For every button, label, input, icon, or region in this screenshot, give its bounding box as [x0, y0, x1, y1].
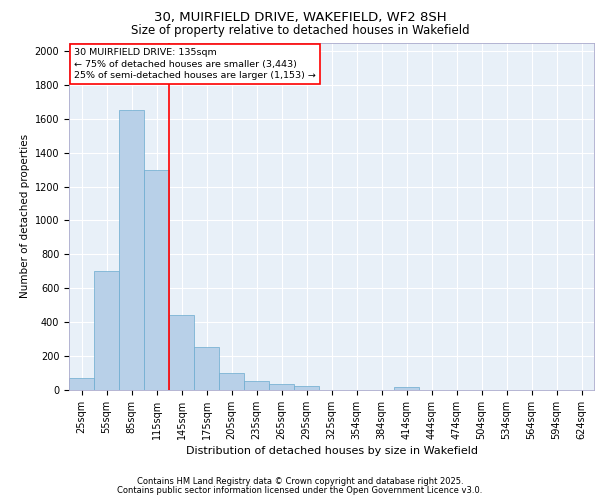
Text: 30, MUIRFIELD DRIVE, WAKEFIELD, WF2 8SH: 30, MUIRFIELD DRIVE, WAKEFIELD, WF2 8SH	[154, 11, 446, 24]
Bar	[94, 272, 119, 390]
Y-axis label: Number of detached properties: Number of detached properties	[20, 134, 31, 298]
Bar	[294, 386, 319, 390]
Text: Contains HM Land Registry data © Crown copyright and database right 2025.: Contains HM Land Registry data © Crown c…	[137, 477, 463, 486]
Bar	[169, 314, 194, 390]
Bar	[69, 378, 94, 390]
Text: 30 MUIRFIELD DRIVE: 135sqm
← 75% of detached houses are smaller (3,443)
25% of s: 30 MUIRFIELD DRIVE: 135sqm ← 75% of deta…	[74, 48, 316, 80]
Bar	[219, 373, 244, 390]
Bar	[269, 384, 294, 390]
Bar	[144, 170, 169, 390]
X-axis label: Distribution of detached houses by size in Wakefield: Distribution of detached houses by size …	[185, 446, 478, 456]
Bar	[244, 380, 269, 390]
Bar	[119, 110, 144, 390]
Bar	[194, 347, 219, 390]
Text: Contains public sector information licensed under the Open Government Licence v3: Contains public sector information licen…	[118, 486, 482, 495]
Text: Size of property relative to detached houses in Wakefield: Size of property relative to detached ho…	[131, 24, 469, 37]
Bar	[394, 386, 419, 390]
